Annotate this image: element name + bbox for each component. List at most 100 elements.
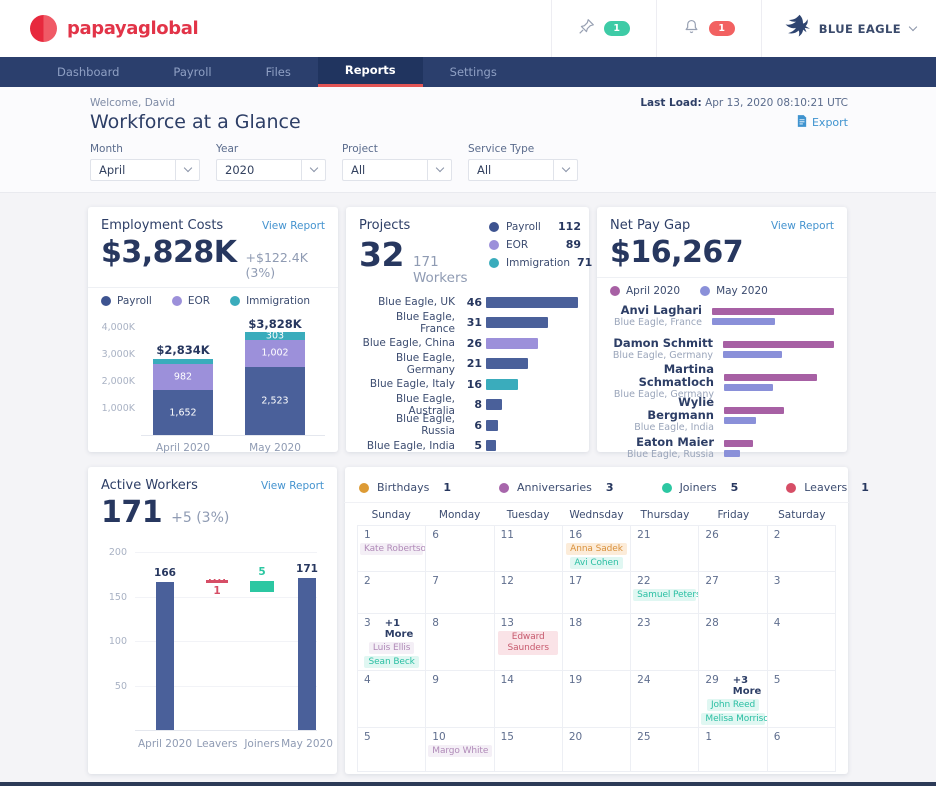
y-axis-tick: 200 xyxy=(108,547,127,558)
calendar-cell[interactable]: 21 xyxy=(631,526,700,572)
y-axis-tick: 100 xyxy=(108,636,127,647)
nav-tab-files[interactable]: Files xyxy=(265,65,291,79)
calendar-cell[interactable]: 12 xyxy=(494,572,563,614)
calendar-cell[interactable]: 5 xyxy=(358,728,427,772)
calendar-cell[interactable]: 25 xyxy=(631,728,700,772)
employee-info: Damon Schmitt Blue Eagle, Germany xyxy=(610,336,713,362)
calendar-cell[interactable]: 22 Samuel Peters xyxy=(631,572,700,614)
active-workers-view-report-link[interactable]: View Report xyxy=(260,479,324,492)
calendar-event-kate-robertson[interactable]: Kate Robertson xyxy=(360,543,425,555)
project-value: 6 xyxy=(474,418,482,432)
calendar-cell[interactable]: 2 xyxy=(358,572,427,614)
date-number: 14 xyxy=(500,674,514,686)
employee-org: Blue Eagle, Germany xyxy=(612,349,713,361)
calendar-event-john-reed[interactable]: John Reed xyxy=(706,699,760,711)
calendar-event-sean-beck[interactable]: Sean Beck xyxy=(364,656,419,668)
calendar-cell[interactable]: 26 xyxy=(699,526,768,572)
last-load-value: Apr 13, 2020 08:10:21 UTC xyxy=(705,97,848,109)
calendar-event-edward-saunders[interactable]: Edward Saunders xyxy=(498,631,559,655)
calendar-event-avi-cohen[interactable]: Avi Cohen xyxy=(570,557,623,569)
date-number: 26 xyxy=(705,529,719,541)
calendar-cell[interactable]: 15 xyxy=(494,728,563,772)
legend-dot xyxy=(230,296,241,306)
project-select[interactable]: All xyxy=(342,159,452,181)
legend-label: EOR xyxy=(506,238,529,251)
calendar-cell[interactable]: 24 xyxy=(631,671,700,728)
projects-legend-eor: EOR 89 xyxy=(489,238,581,251)
date-number: 28 xyxy=(705,617,719,629)
pinned-items-button[interactable]: 1 xyxy=(550,0,656,57)
calendar-cell[interactable]: 9 xyxy=(426,671,495,728)
month-select[interactable]: April xyxy=(90,159,200,181)
cell-header: 8 xyxy=(426,616,493,629)
calendar-cell[interactable]: 29 +3 More John Reed Melisa Morrison xyxy=(699,671,768,728)
calendar-cell[interactable]: 3 +1 More Luis Ellis Sean Beck xyxy=(358,614,427,671)
date-number: 6 xyxy=(773,731,781,743)
calendar-cell[interactable]: 27 xyxy=(699,572,768,614)
legend-dot xyxy=(700,286,711,296)
gridline xyxy=(135,552,317,553)
calendar-cell[interactable]: 1 Kate Robertson xyxy=(358,526,427,572)
calendar-event-anna-sadek[interactable]: Anna Sadek xyxy=(566,543,627,555)
year-select[interactable]: 2020 xyxy=(216,159,326,181)
calendar-event-luis-ellis[interactable]: Luis Ellis xyxy=(368,642,415,654)
calendar-cell[interactable]: 6 xyxy=(767,728,836,772)
calendar-cell[interactable]: 20 xyxy=(562,728,632,772)
calendar-cell[interactable]: 6 xyxy=(426,526,495,572)
project-value: 8 xyxy=(474,398,482,412)
nav-tab-dashboard[interactable]: Dashboard xyxy=(57,65,120,79)
calendar-cell[interactable]: 4 xyxy=(767,614,836,671)
notifications-button[interactable]: 1 xyxy=(655,0,761,57)
calendar-cell[interactable]: 2 xyxy=(767,526,836,572)
net-pay-gap-value: $16,267 xyxy=(610,235,744,270)
net-pay-row-damon-schmitt: Damon Schmitt Blue Eagle, Germany xyxy=(610,335,834,363)
day-header-wednsday: Wednsday xyxy=(569,509,624,521)
more-events-link[interactable]: +3 More xyxy=(732,675,762,697)
export-button[interactable]: Export xyxy=(797,115,848,130)
bar-segment-payroll: 1,652 xyxy=(153,390,213,435)
nav-tab-payroll[interactable]: Payroll xyxy=(173,65,212,79)
calendar-cell[interactable]: 4 xyxy=(358,671,427,728)
calendar-event-margo-white[interactable]: Margo White xyxy=(428,745,492,757)
projects-legend-payroll: Payroll 112 xyxy=(489,220,581,233)
nav-tab-reports[interactable]: Reports xyxy=(317,57,423,87)
legend-dot xyxy=(661,482,672,493)
cell-header: 2 xyxy=(768,528,835,541)
more-events-link[interactable]: +1 More xyxy=(384,618,414,640)
bar-zone xyxy=(486,399,581,411)
bar-total-label: $2,834K xyxy=(156,343,210,358)
calendar-cell[interactable]: 3 xyxy=(767,572,836,614)
calendar-cell[interactable]: 1 xyxy=(699,728,768,772)
legend-dot xyxy=(489,221,499,232)
nav-tab-settings[interactable]: Settings xyxy=(449,65,497,79)
calendar-event-samuel-peters[interactable]: Samuel Peters xyxy=(633,589,698,601)
calendar-cell[interactable]: 19 xyxy=(562,671,632,728)
chevron-down-icon xyxy=(301,160,325,180)
calendar-cell[interactable]: 5 xyxy=(767,671,836,728)
net-pay-gap-view-report-link[interactable]: View Report xyxy=(770,219,834,232)
calendar-cell[interactable]: 16 Anna Sadek Avi Cohen xyxy=(562,526,632,572)
filter-label: Project xyxy=(342,143,378,155)
calendar-cell[interactable]: 28 xyxy=(699,614,768,671)
date-number: 21 xyxy=(637,529,651,541)
may-bar xyxy=(724,449,740,457)
filter-bar: Month April Year 2020 Project All Service Type… xyxy=(90,143,848,181)
calendar-event-melisa-morrison[interactable]: Melisa Morrison xyxy=(701,713,767,725)
calendar-cell[interactable]: 17 xyxy=(562,572,632,614)
service-type-select[interactable]: All xyxy=(468,159,578,181)
calendar-cell[interactable]: 10 Margo White xyxy=(426,728,495,772)
calendar-cell[interactable]: 8 xyxy=(426,614,495,671)
pay-gap-bars xyxy=(724,439,834,457)
legend-dot xyxy=(101,296,111,306)
account-menu[interactable]: BLUE EAGLE xyxy=(760,0,936,57)
calendar-cell[interactable]: 7 xyxy=(426,572,495,614)
calendar-cell[interactable]: 23 xyxy=(631,614,700,671)
segment-value-label: 2,523 xyxy=(261,395,289,407)
employment-costs-view-report-link[interactable]: View Report xyxy=(261,219,325,232)
calendar-cell[interactable]: 14 xyxy=(494,671,563,728)
project-label: Blue Eagle, Germany xyxy=(395,351,455,376)
calendar-cell[interactable]: 18 xyxy=(562,614,632,671)
calendar-cell[interactable]: 13 Edward Saunders xyxy=(494,614,563,671)
calendar-cell[interactable]: 11 xyxy=(494,526,563,572)
employee-org: Blue Eagle, India xyxy=(634,422,714,433)
